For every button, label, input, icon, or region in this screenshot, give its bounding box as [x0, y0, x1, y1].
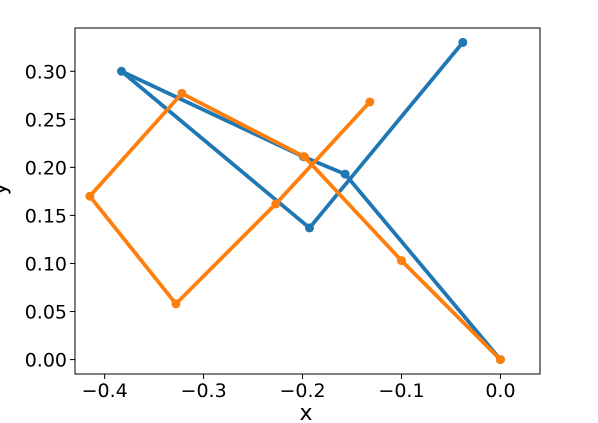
series-2-point: [85, 191, 95, 201]
series-1-point: [458, 37, 468, 47]
x-tick-label: −0.2: [279, 380, 325, 402]
series-layer: [85, 37, 505, 365]
series-2-point: [271, 199, 281, 209]
x-tick-label: −0.3: [181, 380, 227, 402]
series-2-point: [300, 152, 310, 162]
series-2-point: [171, 299, 181, 309]
y-tick-label: 0.05: [25, 302, 67, 324]
series-2-point: [396, 256, 406, 266]
y-tick-label: 0.15: [25, 205, 67, 227]
y-tick-label: 0.00: [25, 350, 67, 372]
y-axis: 0.00 0.05 0.10 0.15 0.20 0.25 0.30: [25, 61, 75, 372]
x-axis: −0.4 −0.3 −0.2 −0.1 0.0: [82, 374, 516, 402]
y-tick-label: 0.20: [25, 157, 67, 179]
series-2-point: [495, 355, 505, 365]
series-1-point: [340, 169, 350, 179]
x-axis-label: x: [299, 401, 312, 423]
series-1-line: [119, 40, 503, 362]
y-tick-label: 0.25: [25, 109, 67, 131]
series-2-point: [365, 97, 375, 107]
y-tick-label: 0.10: [25, 253, 67, 275]
series-1-point: [304, 223, 314, 233]
series-1-point: [117, 66, 126, 76]
x-tick-label: 0.0: [485, 380, 515, 402]
y-axis-label: y: [0, 182, 12, 195]
x-tick-label: −0.1: [378, 380, 424, 402]
y-tick-label: 0.30: [25, 61, 67, 83]
x-tick-label: −0.4: [82, 380, 128, 402]
plot-frame: [74, 27, 541, 375]
series-2-line: [87, 91, 503, 362]
series-2-point: [177, 88, 187, 98]
